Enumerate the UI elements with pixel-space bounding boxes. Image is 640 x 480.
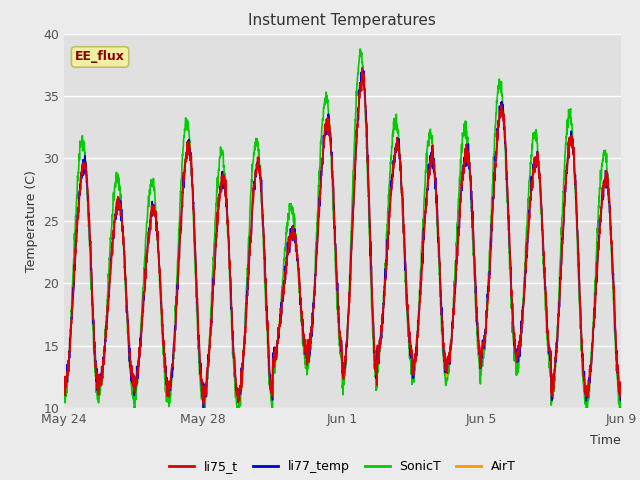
AirT [527, 197, 534, 203]
li77_temp [60, 380, 68, 386]
li77_temp [360, 68, 367, 74]
AirT [358, 71, 366, 76]
li77_temp [188, 173, 195, 179]
Text: EE_flux: EE_flux [75, 50, 125, 63]
AirT [180, 176, 188, 182]
SonicT [180, 135, 188, 141]
Legend: li75_t, li77_temp, SonicT, AirT: li75_t, li77_temp, SonicT, AirT [164, 456, 521, 479]
li75_t [238, 360, 246, 366]
AirT [200, 396, 208, 402]
AirT [60, 382, 68, 388]
li77_temp [527, 197, 534, 203]
li75_t [386, 215, 394, 220]
AirT [106, 269, 114, 275]
SonicT [238, 376, 246, 382]
Line: SonicT: SonicT [64, 49, 640, 414]
Title: Instument Temperatures: Instument Temperatures [248, 13, 436, 28]
SonicT [188, 173, 195, 179]
li77_temp [238, 370, 246, 376]
li75_t [358, 65, 366, 71]
SonicT [60, 396, 68, 402]
Text: Time: Time [590, 434, 621, 447]
Line: AirT: AirT [64, 73, 640, 399]
li75_t [200, 401, 207, 407]
li77_temp [386, 209, 394, 215]
Y-axis label: Temperature (C): Temperature (C) [25, 170, 38, 272]
Line: li75_t: li75_t [64, 68, 640, 404]
SonicT [386, 181, 394, 187]
li77_temp [180, 178, 188, 183]
li77_temp [200, 406, 207, 411]
AirT [386, 213, 394, 219]
SonicT [106, 235, 114, 240]
SonicT [527, 159, 534, 165]
li75_t [106, 267, 114, 273]
AirT [238, 371, 246, 377]
li75_t [527, 194, 534, 200]
li75_t [180, 176, 188, 181]
AirT [188, 174, 195, 180]
SonicT [356, 46, 364, 52]
li75_t [188, 171, 195, 177]
li75_t [60, 381, 68, 386]
li77_temp [106, 272, 114, 278]
SonicT [200, 411, 207, 417]
Line: li77_temp: li77_temp [64, 71, 640, 408]
